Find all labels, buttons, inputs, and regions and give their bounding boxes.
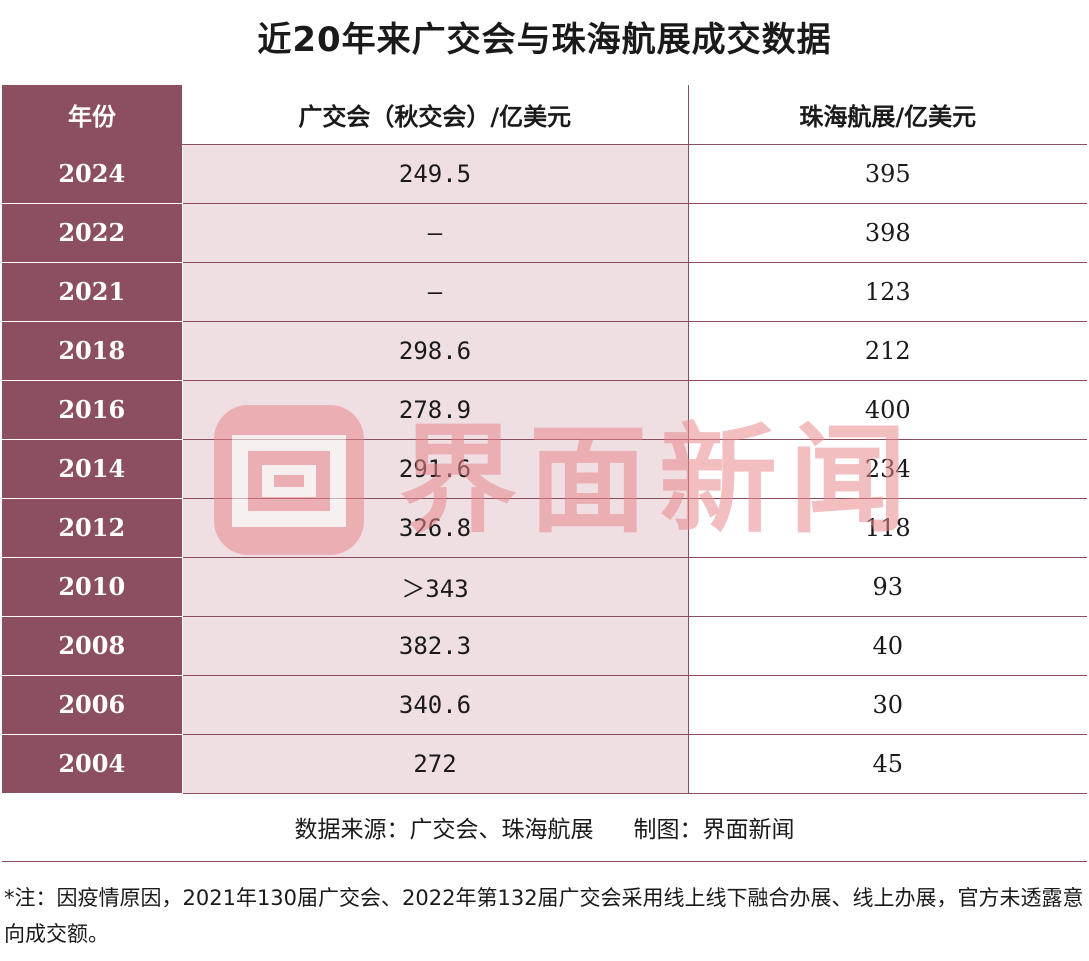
cell-zhuhai: 234 <box>688 439 1087 499</box>
cell-year: 2004 <box>2 734 183 794</box>
data-source: 数据来源：广交会、珠海航展 <box>294 817 594 843</box>
cell-year: 2024 <box>2 144 183 204</box>
cell-canton-fair: 298.6 <box>182 321 689 381</box>
cell-canton-fair: 249.5 <box>182 144 689 204</box>
cell-zhuhai: 93 <box>688 557 1087 617</box>
cell-year: 2012 <box>2 498 183 558</box>
cell-zhuhai: 30 <box>688 675 1087 735</box>
cell-canton-fair: – <box>182 203 689 263</box>
cell-year: 2022 <box>2 203 183 263</box>
cell-canton-fair: 291.6 <box>182 439 689 499</box>
table-row: 2006 340.6 30 <box>2 675 1087 735</box>
cell-year: 2021 <box>2 262 183 322</box>
chart-credit: 制图：界面新闻 <box>633 817 795 843</box>
cell-zhuhai: 212 <box>688 321 1087 381</box>
cell-canton-fair: 340.6 <box>182 675 689 735</box>
table-row: 2004 272 45 <box>2 734 1087 794</box>
cell-zhuhai: 123 <box>688 262 1087 322</box>
header-canton-fair: 广交会（秋交会）/亿美元 <box>182 85 689 145</box>
header-zhuhai-airshow: 珠海航展/亿美元 <box>688 85 1087 145</box>
cell-canton-fair: ＞343 <box>182 557 689 617</box>
table-row: 2021 – 123 <box>2 262 1087 322</box>
cell-zhuhai: 400 <box>688 380 1087 440</box>
table-row: 2022 – 398 <box>2 203 1087 263</box>
table-row: 2016 278.9 400 <box>2 380 1087 440</box>
page-title: 近20年来广交会与珠海航展成交数据 <box>257 20 832 60</box>
cell-year: 2006 <box>2 675 183 735</box>
cell-canton-fair: 382.3 <box>182 616 689 676</box>
cell-year: 2016 <box>2 380 183 440</box>
cell-canton-fair: 272 <box>182 734 689 794</box>
footnote: *注：因疫情原因，2021年130届广交会、2022年第132届广交会采用线上线… <box>4 886 1084 946</box>
table-row: 2010 ＞343 93 <box>2 557 1087 617</box>
header-year: 年份 <box>2 85 182 145</box>
table-row: 2018 298.6 212 <box>2 321 1087 381</box>
cell-zhuhai: 118 <box>688 498 1087 558</box>
table-header-row: 年份 广交会（秋交会）/亿美元 珠海航展/亿美元 <box>2 85 1087 145</box>
cell-year: 2010 <box>2 557 183 617</box>
table-row: 2014 291.6 234 <box>2 439 1087 499</box>
cell-zhuhai: 45 <box>688 734 1087 794</box>
table-row: 2012 326.8 118 <box>2 498 1087 558</box>
cell-zhuhai: 40 <box>688 616 1087 676</box>
table-row: 2008 382.3 40 <box>2 616 1087 676</box>
cell-year: 2014 <box>2 439 183 499</box>
cell-canton-fair: 326.8 <box>182 498 689 558</box>
cell-year: 2018 <box>2 321 183 381</box>
data-table-container: 年份 广交会（秋交会）/亿美元 珠海航展/亿美元 2024 249.5 395 … <box>2 85 1087 794</box>
source-line: 数据来源：广交会、珠海航展 制图：界面新闻 <box>0 812 1089 848</box>
cell-canton-fair: – <box>182 262 689 322</box>
cell-zhuhai: 395 <box>688 144 1087 204</box>
table-row: 2024 249.5 395 <box>2 144 1087 204</box>
data-table: 年份 广交会（秋交会）/亿美元 珠海航展/亿美元 2024 249.5 395 … <box>2 85 1087 794</box>
cell-canton-fair: 278.9 <box>182 380 689 440</box>
divider <box>2 861 1087 862</box>
cell-zhuhai: 398 <box>688 203 1087 263</box>
cell-year: 2008 <box>2 616 183 676</box>
